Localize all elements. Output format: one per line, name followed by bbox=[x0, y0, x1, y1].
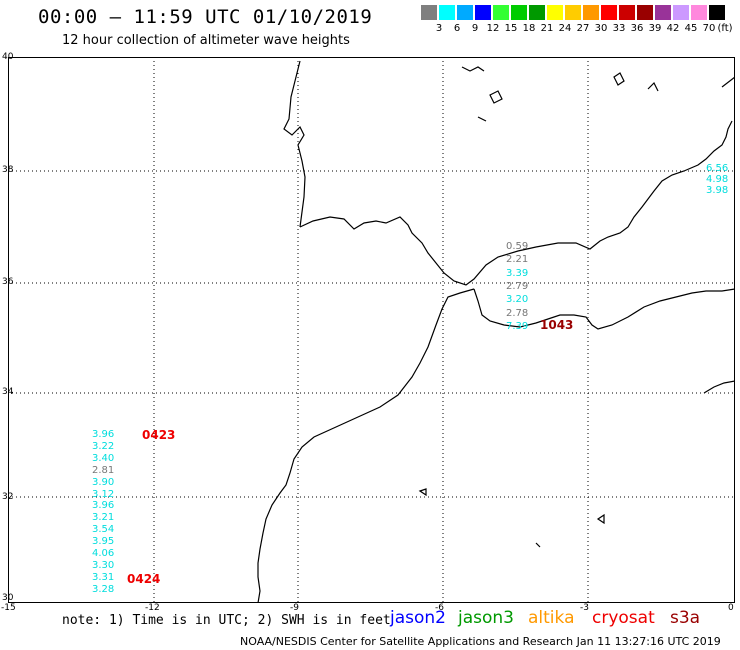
swh-value: 4.06 bbox=[92, 548, 115, 559]
legend-swatch bbox=[565, 5, 582, 20]
legend-label: 27 bbox=[576, 23, 590, 34]
wave-height-map bbox=[8, 57, 735, 603]
lat-tick-label: 32 bbox=[2, 492, 14, 502]
lon-tick-label: -3 bbox=[580, 603, 589, 613]
legend-swatch bbox=[691, 5, 708, 20]
swh-value: 3.28 bbox=[92, 583, 115, 595]
legend-swatch bbox=[529, 5, 546, 20]
lat-tick-label: 40 bbox=[2, 52, 14, 62]
color-legend: 3 6 9 12 15 18 21 24 27 30 33 36 39 42 45 70 (ft) bbox=[421, 5, 733, 39]
legend-swatch bbox=[673, 5, 690, 20]
page-subtitle: 12 hour collection of altimeter wave hei… bbox=[62, 33, 350, 48]
lon-tick-label: -6 bbox=[435, 603, 444, 613]
coastline bbox=[257, 60, 735, 603]
lat-tick-label: 38 bbox=[2, 165, 14, 175]
legend-swatch bbox=[475, 5, 492, 20]
swh-value: 2.81 bbox=[92, 464, 115, 476]
legend-label: 39 bbox=[648, 23, 662, 34]
satellite-1: jason3 bbox=[458, 608, 514, 628]
legend-label: 42 bbox=[666, 23, 680, 34]
legend-label: 9 bbox=[471, 23, 479, 34]
legend-swatch bbox=[511, 5, 528, 20]
time-label-0423: 0423 bbox=[142, 428, 176, 442]
lat-tick-label: 36 bbox=[2, 277, 14, 287]
legend-swatch bbox=[493, 5, 510, 20]
swh-value: 3.20 bbox=[506, 294, 529, 306]
legend-swatch bbox=[601, 5, 618, 20]
lon-tick-label: 0 bbox=[728, 603, 734, 613]
lon-tick-label: -12 bbox=[145, 603, 160, 613]
swh-value: 3.39 bbox=[506, 267, 529, 279]
legend-label: 12 bbox=[486, 23, 500, 34]
swh-value: 3.54 bbox=[92, 524, 115, 536]
legend-label: 15 bbox=[504, 23, 518, 34]
swh-value: 6.56 bbox=[706, 163, 729, 174]
map-frame bbox=[8, 57, 735, 603]
legend-label: 70 bbox=[702, 23, 716, 34]
legend-label: 3 bbox=[435, 23, 443, 34]
lat-tick-label: 34 bbox=[2, 387, 14, 397]
swh-value: 3.31 bbox=[92, 571, 115, 583]
swh-value: 3.96 bbox=[92, 500, 115, 512]
legend-swatch bbox=[619, 5, 636, 20]
legend-swatch bbox=[583, 5, 600, 20]
swh-value: 2.79 bbox=[506, 280, 529, 292]
satellite-3: cryosat bbox=[592, 608, 655, 628]
legend-swatch bbox=[655, 5, 672, 20]
legend-swatch bbox=[637, 5, 654, 20]
lat-tick-label: 30 bbox=[2, 593, 14, 603]
legend-label: 45 bbox=[684, 23, 698, 34]
legend-label: 33 bbox=[612, 23, 626, 34]
credit-line: NOAA/NESDIS Center for Satellite Applica… bbox=[240, 635, 721, 648]
swh-value: 3.21 bbox=[92, 512, 115, 524]
legend-swatch bbox=[547, 5, 564, 20]
time-label-1043: 1043 bbox=[540, 318, 574, 332]
legend-swatch bbox=[709, 5, 726, 20]
legend-label: 30 bbox=[594, 23, 608, 34]
swh-value: 7.39 bbox=[506, 320, 529, 332]
swh-value: 2.21 bbox=[506, 254, 529, 266]
swh-value: 3.90 bbox=[92, 476, 115, 488]
legend-label: 24 bbox=[558, 23, 572, 34]
swh-value: 3.12 bbox=[92, 488, 115, 500]
legend-label: 18 bbox=[522, 23, 536, 34]
satellite-2: altika bbox=[528, 608, 575, 628]
swh-value: 0.59 bbox=[506, 241, 529, 252]
legend-unit: (ft) bbox=[717, 23, 733, 34]
legend-label: 21 bbox=[540, 23, 554, 34]
legend-swatch bbox=[457, 5, 474, 20]
legend-label: 6 bbox=[453, 23, 461, 34]
lon-tick-label: -9 bbox=[290, 603, 299, 613]
swh-value: 2.78 bbox=[506, 307, 529, 319]
swh-value: 3.98 bbox=[706, 185, 729, 196]
swh-value: 3.40 bbox=[92, 452, 115, 464]
grid-lines bbox=[8, 57, 735, 603]
satellite-4: s3a bbox=[670, 608, 701, 628]
swh-value: 3.95 bbox=[92, 536, 115, 548]
swh-value: 3.30 bbox=[92, 559, 115, 571]
legend-swatch bbox=[439, 5, 456, 20]
lon-tick-label: -15 bbox=[1, 603, 16, 613]
swh-value: 4.98 bbox=[706, 174, 729, 185]
swh-value: 3.22 bbox=[92, 440, 115, 452]
time-label-0424: 0424 bbox=[127, 572, 161, 586]
page-title: 00:00 – 11:59 UTC 01/10/2019 bbox=[38, 6, 373, 28]
footer-note: note: 1) Time is in UTC; 2) SWH is in fe… bbox=[62, 613, 391, 628]
swh-value: 3.96 bbox=[92, 429, 115, 440]
satellite-0: jason2 bbox=[390, 608, 446, 628]
legend-swatch bbox=[421, 5, 438, 20]
legend-label: 36 bbox=[630, 23, 644, 34]
